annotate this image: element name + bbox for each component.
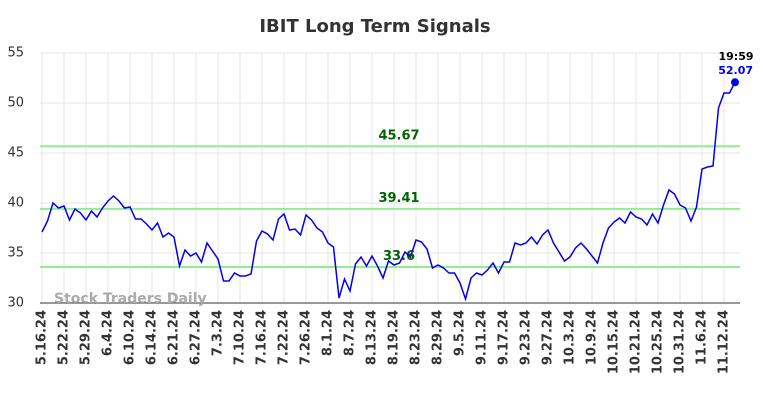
signal-label: 33.6 [383,249,415,264]
x-tick-label: 11.12.24 [717,310,732,374]
x-tick-label: 9.5.24 [453,310,468,356]
x-tick-label: 8.1.24 [321,310,336,356]
x-tick-label: 9.27.24 [541,310,556,365]
x-tick-label: 7.22.24 [277,310,292,365]
y-tick-label: 30 [7,296,24,311]
x-tick-label: 7.10.24 [233,310,248,365]
y-tick-label: 45 [7,146,24,161]
x-tick-label: 6.10.24 [123,310,138,365]
x-tick-label: 9.17.24 [497,310,512,365]
x-tick-label: 5.22.24 [57,310,72,365]
price-line [41,81,736,302]
x-tick-label: 7.26.24 [299,310,314,365]
watermark: Stock Traders Daily [54,291,207,307]
x-tick-label: 10.9.24 [585,310,600,365]
x-tick-label: 5.29.24 [79,310,94,365]
x-tick-label: 10.31.24 [673,310,688,374]
signal-label: 39.41 [378,191,419,206]
x-tick-label: 5.16.24 [35,310,50,365]
y-tick-label: 40 [7,196,24,211]
x-tick-label: 9.23.24 [519,310,534,365]
x-tick-label: 7.3.24 [211,310,226,356]
x-tick-label: 10.3.24 [563,310,578,365]
x-tick-label: 11.6.24 [695,310,710,365]
x-tick-label: 6.27.24 [189,310,204,365]
x-tick-label: 9.11.24 [475,310,490,365]
x-tick-label: 6.14.24 [145,310,160,365]
last-time: 19:59 [718,50,753,63]
y-tick-label: 50 [7,96,24,111]
y-tick-label: 55 [7,46,24,61]
x-tick-label: 8.23.24 [409,310,424,365]
x-tick-label: 6.21.24 [167,310,182,365]
x-tick-label: 7.16.24 [255,310,270,365]
x-tick-label: 10.15.24 [607,310,622,374]
signal-label: 45.67 [378,128,419,143]
chart-title: IBIT Long Term Signals [259,16,490,37]
x-tick-label: 8.7.24 [343,310,358,356]
x-tick-label: 8.29.24 [431,310,446,365]
x-tick-label: 10.21.24 [629,310,644,374]
y-tick-label: 35 [7,246,24,261]
x-tick-label: 8.19.24 [387,310,402,365]
x-tick-label: 8.13.24 [365,310,380,365]
last-point [731,78,739,87]
last-value: 52.07 [718,64,753,77]
x-tick-label: 6.4.24 [101,310,116,356]
x-tick-label: 10.25.24 [651,310,666,374]
